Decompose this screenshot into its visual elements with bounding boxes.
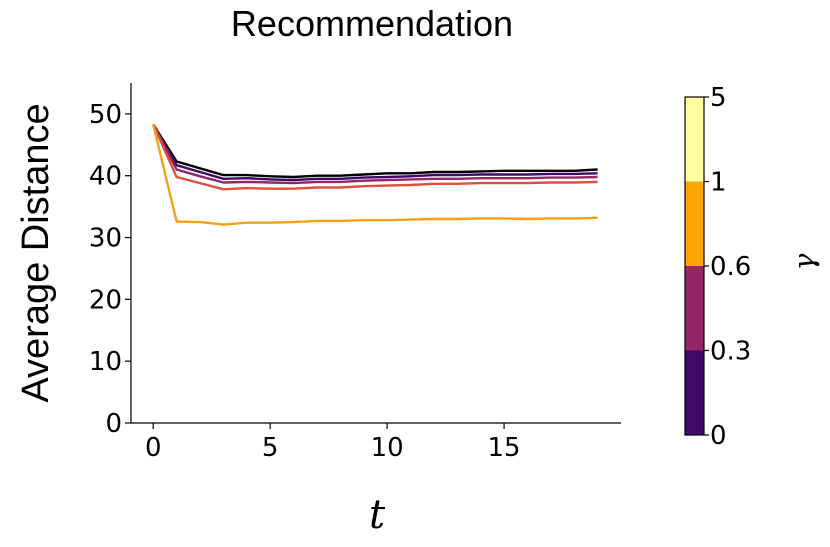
colorbar-label: γ bbox=[788, 253, 821, 270]
colorbar: 0 0.3 0.6 1 5 bbox=[684, 83, 751, 451]
colorbar-segment-2 bbox=[685, 266, 704, 351]
colorbar-tick-label: 0.3 bbox=[710, 337, 751, 367]
colorbar-segment-3 bbox=[685, 181, 704, 266]
series-line-5 bbox=[152, 124, 598, 226]
y-tick-label: 20 bbox=[89, 285, 122, 315]
x-tick-label: 0 bbox=[145, 433, 162, 463]
colorbar-tick-label: 0.6 bbox=[710, 252, 751, 282]
x-tick-label: 5 bbox=[262, 433, 279, 463]
y-tick-label: 0 bbox=[105, 409, 122, 439]
y-axis-label: Average Distance bbox=[15, 103, 57, 402]
y-tick-label: 10 bbox=[89, 347, 122, 377]
series-line-2 bbox=[152, 123, 598, 182]
plot-area: 0 5 10 15 0 10 20 30 40 50 bbox=[89, 83, 621, 463]
x-tick-label: 15 bbox=[488, 433, 521, 463]
series-line-3 bbox=[152, 123, 598, 185]
x-tick-label: 10 bbox=[371, 433, 404, 463]
colorbar-tick-label: 1 bbox=[710, 168, 727, 198]
y-tick-label: 30 bbox=[89, 224, 122, 254]
y-tick-label: 50 bbox=[89, 100, 122, 130]
y-tick-label: 40 bbox=[89, 162, 122, 192]
colorbar-segment-4 bbox=[685, 97, 704, 182]
chart-title: Recommendation bbox=[231, 3, 513, 44]
colorbar-tick-label: 0 bbox=[710, 421, 727, 451]
x-axis-label: t bbox=[369, 492, 386, 538]
colorbar-segment-1 bbox=[685, 350, 704, 435]
series-line-1 bbox=[152, 123, 598, 179]
series-line-4 bbox=[152, 123, 598, 191]
colorbar-tick-label: 5 bbox=[710, 83, 727, 113]
